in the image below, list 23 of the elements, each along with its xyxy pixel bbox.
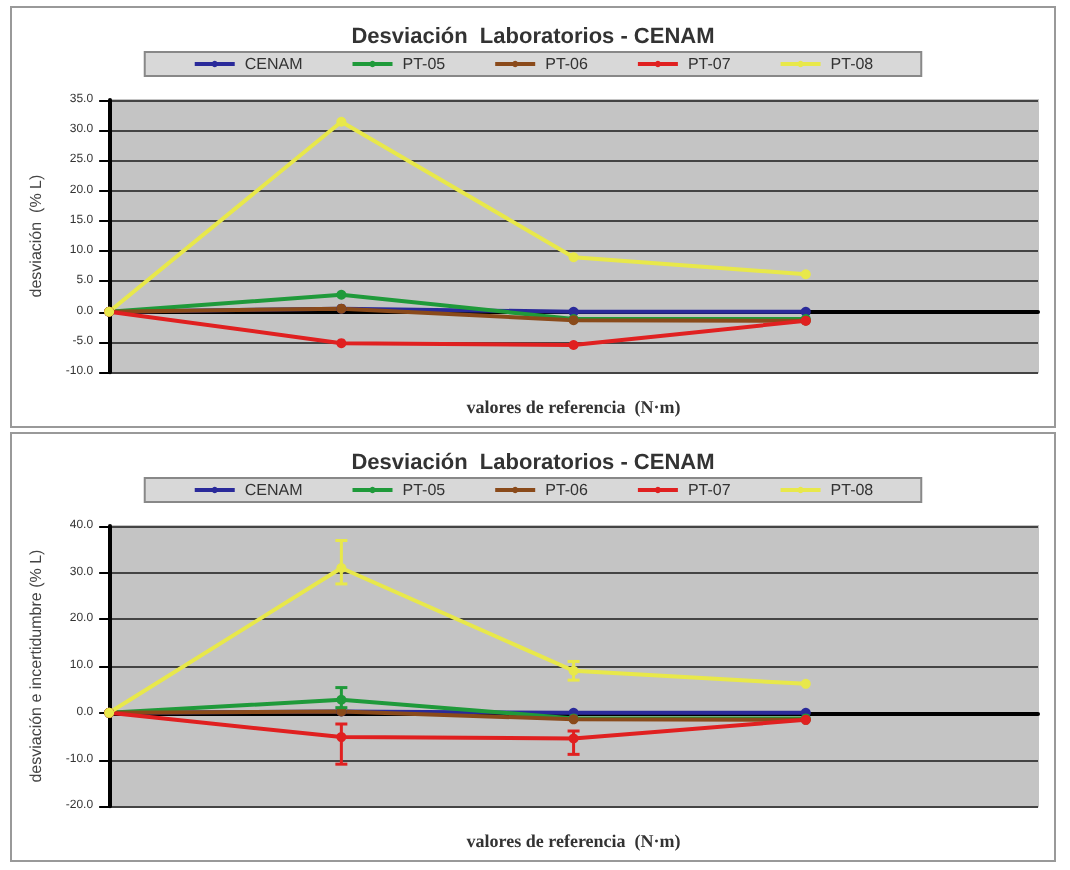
chart-title: Desviación Laboratorios - CENAM	[351, 451, 715, 475]
legend-label: PT-08	[830, 55, 875, 73]
legend-label: PT-08	[830, 481, 875, 499]
legend-label: CENAM	[244, 481, 304, 499]
y-axis-title: desviación e incertidumbre (% L)	[27, 548, 45, 783]
point	[800, 269, 811, 280]
legend-label: PT-05	[402, 481, 447, 499]
chart-title: Desviación Laboratorios - CENAM	[351, 25, 715, 49]
legend-label: PT-07	[687, 55, 732, 73]
legend-label: PT-05	[402, 55, 447, 73]
y-axis-title: desviación (% L)	[27, 174, 45, 298]
x-axis-title: valores de referencia (N·m)	[466, 831, 681, 851]
point	[568, 252, 579, 263]
x-axis-title: valores de referencia (N·m)	[466, 397, 681, 417]
legend-label: PT-07	[687, 481, 732, 499]
point	[800, 678, 811, 689]
legend-label: CENAM	[244, 55, 304, 73]
point	[568, 339, 579, 350]
legend-label: PT-06	[545, 55, 589, 73]
point	[336, 289, 347, 300]
point	[336, 116, 347, 127]
point	[336, 338, 347, 349]
legend-label: PT-06	[545, 481, 589, 499]
